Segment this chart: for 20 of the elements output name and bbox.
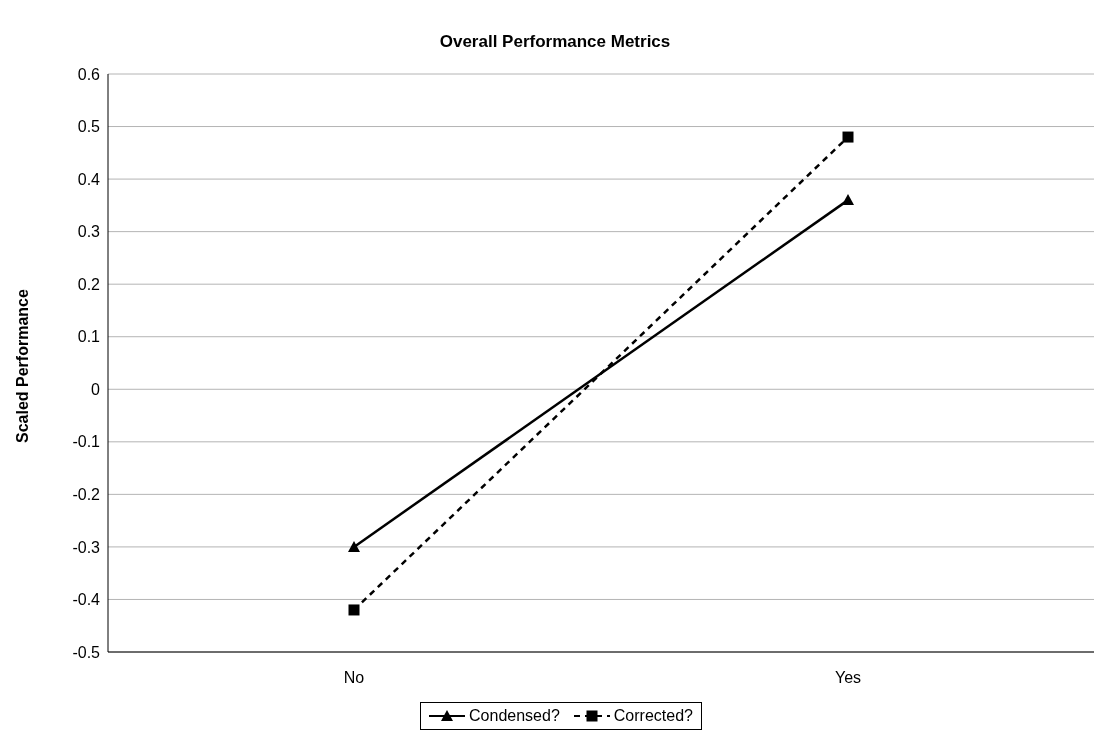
legend-label: Condensed? — [469, 707, 560, 725]
y-tick-label: 0.3 — [77, 223, 101, 241]
chart-title: Overall Performance Metrics — [438, 31, 672, 53]
legend-label: Corrected? — [613, 707, 693, 725]
y-tick-label: -0.4 — [72, 591, 101, 609]
x-tick-label: No — [343, 669, 365, 687]
y-tick-label: 0.1 — [77, 328, 101, 346]
y-tick-label: -0.5 — [72, 643, 101, 661]
y-tick-label: 0.6 — [77, 65, 101, 83]
y-tick-label: -0.1 — [72, 433, 101, 451]
point — [348, 604, 360, 616]
x-tick-label: Yes — [834, 669, 862, 687]
y-tick-label: 0.5 — [77, 118, 101, 136]
y-tick-label: 0 — [91, 380, 101, 398]
point — [842, 131, 854, 143]
y-axis-title: Scaled Performance — [13, 289, 31, 443]
y-tick-label: -0.2 — [72, 486, 101, 504]
y-tick-label: 0.2 — [77, 275, 101, 293]
y-tick-label: 0.4 — [77, 170, 101, 188]
y-tick-label: -0.3 — [72, 538, 101, 556]
